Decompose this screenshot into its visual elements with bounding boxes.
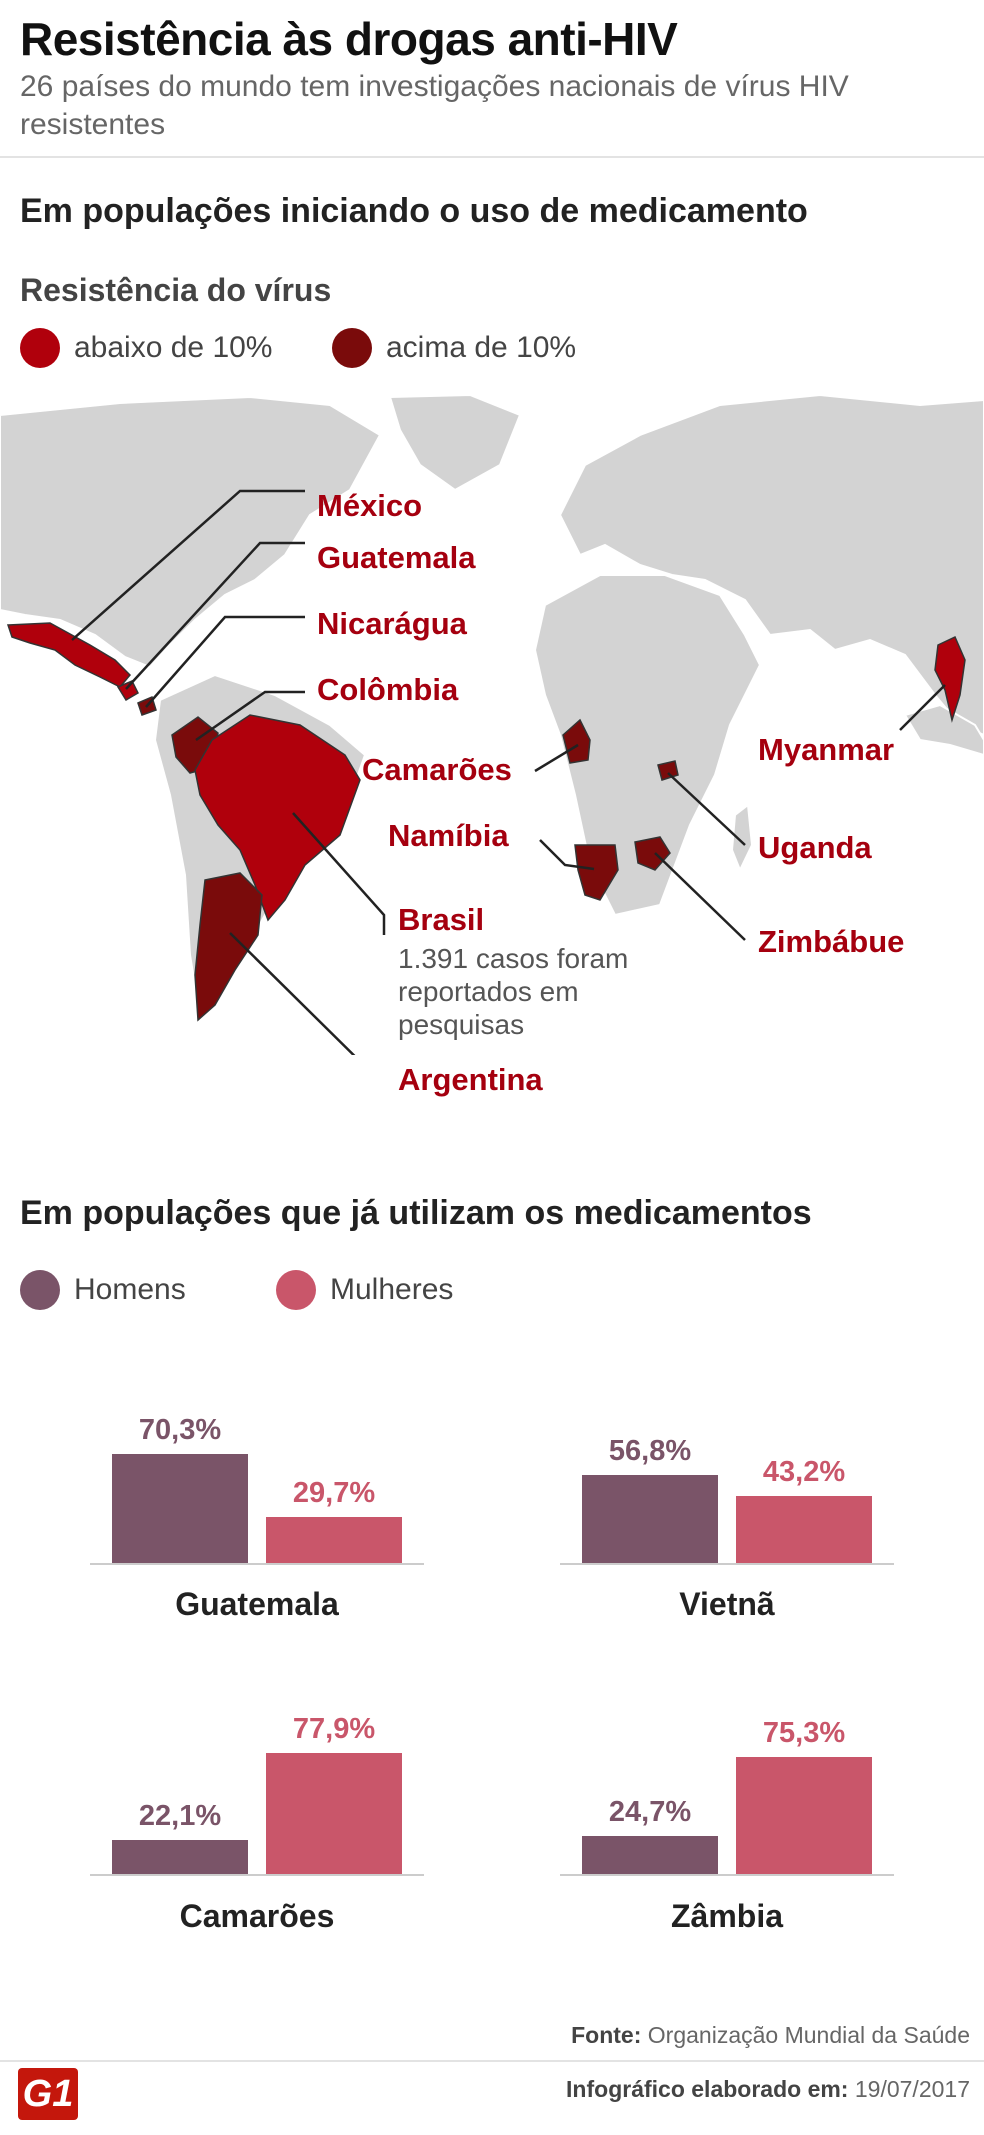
land-greenland (388, 395, 522, 492)
map-label-myanmar: Myanmar (758, 732, 895, 767)
map-label-mexico: México (317, 488, 423, 523)
country-argentina (194, 872, 263, 1022)
leader-argentina (229, 932, 356, 1055)
leader-zimbabue (654, 852, 746, 941)
divider (0, 156, 984, 158)
bar-vietna-mulheres (736, 1496, 872, 1563)
baseline-guatemala (90, 1563, 424, 1565)
legend-title: Resistência do vírus (20, 272, 332, 308)
leader-uganda (667, 772, 746, 846)
footer-source: Fonte: Organização Mundial da Saúde (571, 2022, 970, 2049)
category-label-guatemala: Guatemala (175, 1586, 339, 1622)
country-uganda (657, 760, 679, 781)
bar-label-camaroes-homens: 22,1% (138, 1800, 222, 1832)
category-label-zambia: Zâmbia (670, 1898, 784, 1934)
footer-source-label: Fonte: (571, 2022, 642, 2048)
legend-dot-above (332, 328, 372, 368)
bar-camaroes-homens (112, 1840, 248, 1874)
bar-label-vietna-homens: 56,8% (608, 1435, 692, 1467)
baseline-camaroes (90, 1874, 424, 1876)
leader-brasil (292, 812, 386, 935)
legend-dot-mulheres (276, 1270, 316, 1310)
legend-item-homens: Homens (20, 1270, 186, 1310)
category-label-camaroes: Camarões (179, 1898, 335, 1934)
country-myanmar (934, 635, 966, 723)
country-guatemala (116, 680, 139, 702)
category-label-vietna: Vietnã (679, 1586, 775, 1622)
page-title: Resistência às drogas anti-HIV (20, 13, 678, 65)
map-note-brasil: 1.391 casos foram reportados em pesquisa… (398, 943, 629, 1040)
country-brasil (194, 714, 361, 922)
legend-item-below: abaixo de 10% (20, 328, 273, 368)
legend-dot-homens (20, 1270, 60, 1310)
footer-date-text: 19/07/2017 (854, 2076, 970, 2102)
footer-date-label: Infográfico elaborado em: (566, 2076, 849, 2102)
map-label-colombia: Colômbia (317, 672, 459, 707)
footer-date: Infográfico elaborado em: 19/07/2017 (566, 2076, 970, 2103)
g1-logo: G1 (18, 2068, 78, 2120)
map-label-camaroes: Camarões (362, 752, 512, 787)
legend-label-homens: Homens (74, 1273, 186, 1306)
bar-label-guatemala-mulheres: 29,7% (292, 1477, 376, 1509)
legend-label-below: abaixo de 10% (74, 331, 273, 364)
world-map (0, 395, 984, 1055)
leader-mexico (71, 489, 305, 641)
bar-zambia-mulheres (736, 1757, 872, 1874)
legend-item-mulheres: Mulheres (276, 1270, 453, 1310)
legend-label-mulheres: Mulheres (330, 1273, 454, 1306)
highlighted-countries (6, 622, 966, 1022)
section-heading-new-users: Em populações iniciando o uso de medicam… (20, 192, 808, 230)
land-se-asia (903, 703, 984, 757)
bar-label-camaroes-mulheres: 77,9% (292, 1713, 376, 1745)
section-heading-current-users: Em populações que já utilizam os medicam… (20, 1194, 812, 1232)
leader-namibia (539, 839, 595, 871)
map-label-namibia: Namíbia (388, 818, 509, 853)
bar-guatemala-homens (112, 1454, 248, 1563)
map-label-uganda: Uganda (758, 830, 872, 865)
country-camaroes (562, 718, 591, 764)
bar-label-zambia-homens: 24,7% (608, 1796, 692, 1828)
legend-label-above: acima de 10% (386, 331, 577, 364)
bar-zambia-homens (582, 1836, 718, 1874)
leader-myanmar (899, 684, 946, 731)
bar-camaroes-mulheres (266, 1753, 402, 1874)
leader-camaroes (534, 743, 579, 773)
map-label-nicaragua: Nicarágua (317, 606, 467, 641)
country-namibia (574, 844, 619, 901)
leader-guatemala (125, 541, 305, 690)
bar-vietna-homens (582, 1475, 718, 1563)
baseline-zambia (560, 1874, 894, 1876)
land-eurasia (558, 395, 984, 737)
bar-label-vietna-mulheres: 43,2% (762, 1456, 846, 1488)
map-label-zimbabue: Zimbábue (758, 924, 905, 959)
footer-divider (0, 2060, 984, 2062)
page-subtitle: 26 países do mundo tem investigações nac… (20, 70, 849, 141)
footer-source-text: Organização Mundial da Saúde (647, 2022, 970, 2048)
map-label-argentina: Argentina (398, 1062, 543, 1097)
map-label-brasil: Brasil (398, 902, 485, 937)
bar-label-zambia-mulheres: 75,3% (762, 1717, 846, 1749)
land-africa (533, 574, 762, 917)
leader-lines (71, 489, 946, 1055)
country-mexico (6, 622, 132, 688)
bar-guatemala-mulheres (266, 1517, 402, 1563)
land-north-america (0, 395, 382, 669)
leader-colombia (195, 690, 305, 742)
land-madagascar (730, 803, 754, 873)
map-label-guatemala: Guatemala (317, 540, 476, 575)
legend-item-above: acima de 10% (332, 328, 576, 368)
bar-label-guatemala-homens: 70,3% (138, 1414, 222, 1446)
baseline-vietna (560, 1563, 894, 1565)
legend-dot-below (20, 328, 60, 368)
leader-nicaragua (145, 615, 305, 708)
